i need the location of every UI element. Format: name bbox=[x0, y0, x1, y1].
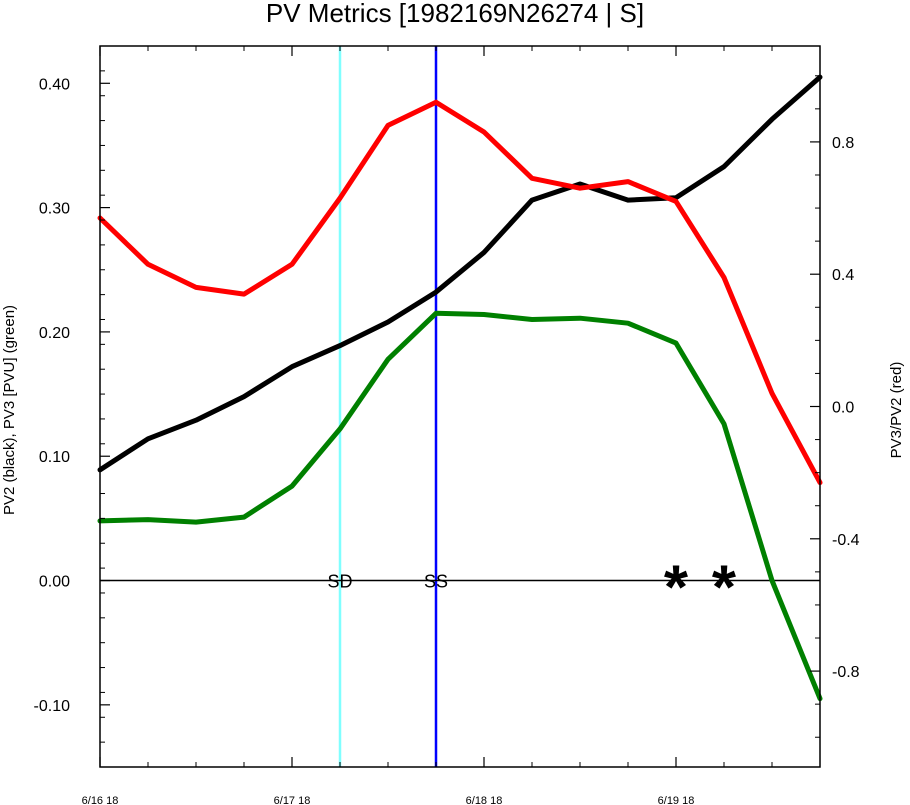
axes: 0.40 0.30 0.20 0.10 0.00 -0.10 0.8 0.4 0.0 -0.4 -0… bbox=[34, 45, 860, 805]
y-tick-label-left: 0.40 bbox=[39, 76, 70, 93]
y-tick-label-right: 0.8 bbox=[832, 135, 854, 152]
y-tick-label-right: 0.0 bbox=[832, 400, 854, 417]
y-tick-label-left: 0.00 bbox=[39, 574, 70, 591]
y-tick-label-left: 0.20 bbox=[39, 325, 70, 342]
y-tick-label-right: -0.4 bbox=[832, 532, 860, 549]
y-tick-label-left: -0.10 bbox=[34, 698, 71, 715]
y-axis-label-left: PV2 (black), PV3 [PVU] (green) bbox=[1, 305, 18, 515]
plot-area: SD SS * * bbox=[97, 46, 823, 767]
x-tick-label: 6/16 18 bbox=[82, 795, 119, 805]
y-tick-label-left: 0.10 bbox=[39, 449, 70, 466]
y-tick-label-right: -0.8 bbox=[832, 664, 860, 681]
y-axis-label-right: PV3/PV2 (red) bbox=[888, 362, 905, 459]
series-line-pv3-pv2 bbox=[97, 99, 823, 486]
y-tick-label-right: 0.4 bbox=[832, 267, 854, 284]
star-marker: * bbox=[712, 554, 737, 623]
chart-title: PV Metrics [1982169N26274 | S] bbox=[266, 0, 644, 28]
marker-label-sd: SD bbox=[327, 572, 352, 592]
star-marker: * bbox=[664, 554, 689, 623]
series-line-pv3 bbox=[97, 310, 823, 702]
x-tick-label: 6/18 18 bbox=[466, 795, 503, 805]
x-tick-label: 6/19 18 bbox=[658, 795, 695, 805]
y-tick-label-left: 0.30 bbox=[39, 201, 70, 218]
series-line-pv2 bbox=[97, 74, 823, 473]
x-tick-label: 6/17 18 bbox=[274, 795, 311, 805]
marker-label-ss: SS bbox=[424, 572, 448, 592]
